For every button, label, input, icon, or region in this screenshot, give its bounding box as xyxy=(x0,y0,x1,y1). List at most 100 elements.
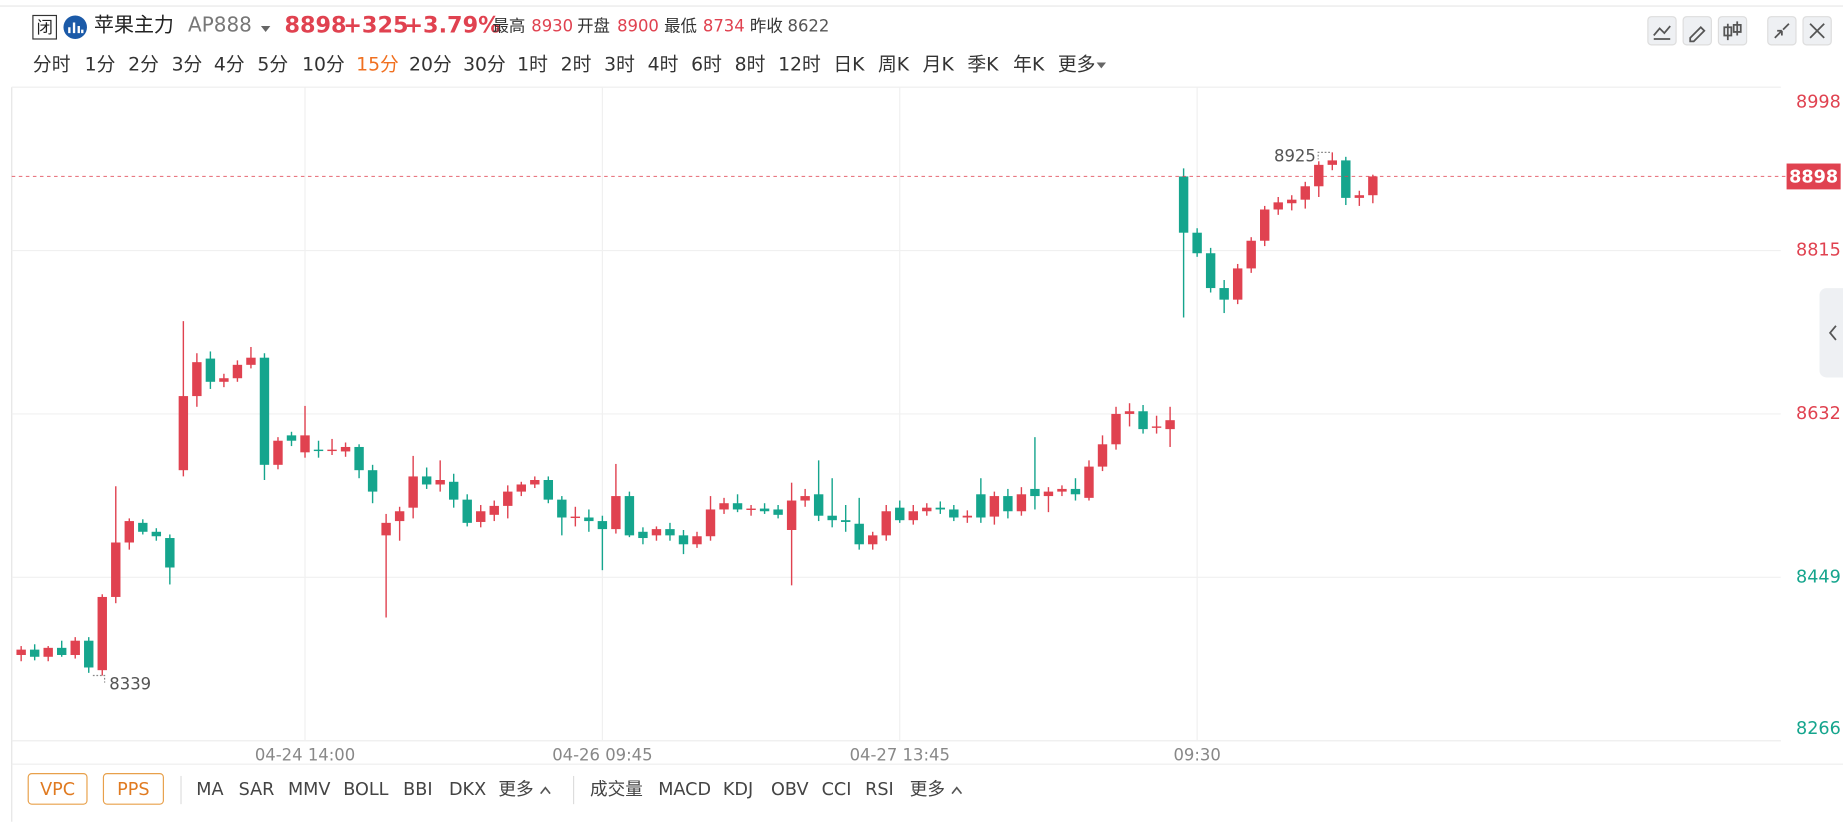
indicator[interactable]: RSI xyxy=(865,780,894,800)
period-tab[interactable]: 分时 xyxy=(33,53,71,75)
indicator-box[interactable] xyxy=(102,773,164,805)
stat-value: 8930 xyxy=(531,17,573,36)
indicator[interactable]: MA xyxy=(196,780,223,800)
y-tick-label: 8998 xyxy=(1796,92,1841,112)
stat-label: 最高 xyxy=(492,17,525,36)
candle-body xyxy=(584,517,594,522)
extreme-leader xyxy=(92,674,106,683)
period-tab[interactable]: 更多 xyxy=(1058,53,1096,75)
caret xyxy=(540,786,551,795)
x-tick-label: 09:30 xyxy=(1173,745,1220,764)
candle-body xyxy=(1138,411,1148,430)
indicator[interactable]: KDJ xyxy=(723,780,753,800)
indicator[interactable]: BBI xyxy=(403,780,432,800)
candle-body xyxy=(1354,195,1365,198)
candle-body xyxy=(84,640,94,668)
indicator[interactable]: 更多 xyxy=(910,779,945,800)
candle-body xyxy=(124,521,134,543)
candle-body xyxy=(868,535,878,545)
period-tab[interactable]: 2分 xyxy=(128,53,159,75)
caret xyxy=(951,786,963,795)
candle-body xyxy=(165,538,175,568)
candle-body xyxy=(840,520,851,522)
period-tab[interactable]: 15分 xyxy=(356,53,399,75)
period-tab[interactable]: 日K xyxy=(833,54,865,75)
candle-body xyxy=(1341,160,1351,198)
candle-body xyxy=(638,531,648,539)
indicator[interactable]: OBV xyxy=(771,780,808,800)
period-tab[interactable]: 4分 xyxy=(214,53,245,75)
candle-body xyxy=(448,481,459,500)
candle-body xyxy=(394,511,405,522)
candle-body xyxy=(935,507,946,510)
period-tab[interactable]: 20分 xyxy=(409,53,452,75)
period-tab[interactable]: 月K xyxy=(923,54,955,75)
candle-body xyxy=(1300,186,1310,200)
indicator[interactable]: SAR xyxy=(239,780,275,800)
indicator[interactable]: MACD xyxy=(658,780,711,800)
candle-body xyxy=(678,535,689,545)
indicator[interactable]: VPC xyxy=(40,780,75,800)
logo-glyph xyxy=(68,22,84,34)
period-tab[interactable]: 3时 xyxy=(604,53,635,75)
indicator-box[interactable] xyxy=(27,773,88,805)
side-tab-icon xyxy=(1828,325,1837,341)
candle-body xyxy=(1260,209,1270,241)
tool-button[interactable] xyxy=(1717,16,1748,46)
candle-body xyxy=(313,449,324,452)
period-tab[interactable]: 30分 xyxy=(463,53,506,75)
period-tab[interactable]: 12时 xyxy=(778,53,821,75)
period-tab[interactable]: 年K xyxy=(1013,53,1045,75)
symbol-name[interactable]: 苹果主力 xyxy=(94,13,174,37)
indicator[interactable]: DKX xyxy=(449,780,486,800)
period-tab[interactable]: 4时 xyxy=(648,53,679,75)
candle-body xyxy=(29,649,40,657)
period-tab[interactable]: 10分 xyxy=(302,53,345,75)
period-tab[interactable]: 2时 xyxy=(561,53,592,75)
change: +325 xyxy=(343,13,408,39)
candle-body xyxy=(922,507,932,512)
indicator[interactable]: BOLL xyxy=(343,780,388,800)
indicator[interactable]: 成交量 xyxy=(590,779,643,800)
side-tab[interactable] xyxy=(1819,288,1843,378)
candle-body xyxy=(367,470,378,492)
candle-body xyxy=(624,496,635,536)
candle-body xyxy=(1287,199,1297,204)
indicator[interactable]: MMV xyxy=(288,780,330,800)
period-tab[interactable]: 季K xyxy=(967,53,999,75)
candle-body xyxy=(1327,160,1337,165)
period-tab[interactable]: 1分 xyxy=(85,53,116,75)
x-tick-label: 04-24 14:00 xyxy=(255,745,355,764)
candle-body xyxy=(259,357,270,465)
indicator[interactable]: CCI xyxy=(822,780,852,800)
status-box xyxy=(32,14,58,40)
stat-value: 8900 xyxy=(617,17,659,36)
candle-body xyxy=(1205,253,1216,289)
period-tab[interactable]: 6时 xyxy=(691,53,722,75)
candle-body xyxy=(1084,466,1094,498)
symbol-dropdown[interactable] xyxy=(260,26,271,32)
indicator[interactable]: PPS xyxy=(117,780,149,800)
stat-value: 8734 xyxy=(703,17,745,36)
candle-body xyxy=(408,476,418,508)
candle-body xyxy=(597,521,608,530)
period-tab[interactable]: 8时 xyxy=(735,53,766,75)
period-tab[interactable]: 1时 xyxy=(517,53,548,75)
candle-body xyxy=(138,522,148,532)
period-tab[interactable]: 周K xyxy=(878,54,910,75)
candle-body xyxy=(665,529,675,536)
candle-body xyxy=(570,516,581,519)
period-tab[interactable]: 5分 xyxy=(257,53,288,75)
candle-body xyxy=(1192,232,1202,254)
period-tab[interactable]: 3分 xyxy=(172,53,203,75)
more-dropdown[interactable] xyxy=(1096,62,1107,69)
symbol-code[interactable]: AP888 xyxy=(188,13,252,37)
candle-body xyxy=(1219,288,1229,300)
candle-body xyxy=(746,508,756,510)
candle-body xyxy=(1124,411,1135,414)
indicator[interactable]: 更多 xyxy=(498,779,533,800)
candle-body xyxy=(962,515,973,518)
extreme-leader xyxy=(1317,151,1330,160)
